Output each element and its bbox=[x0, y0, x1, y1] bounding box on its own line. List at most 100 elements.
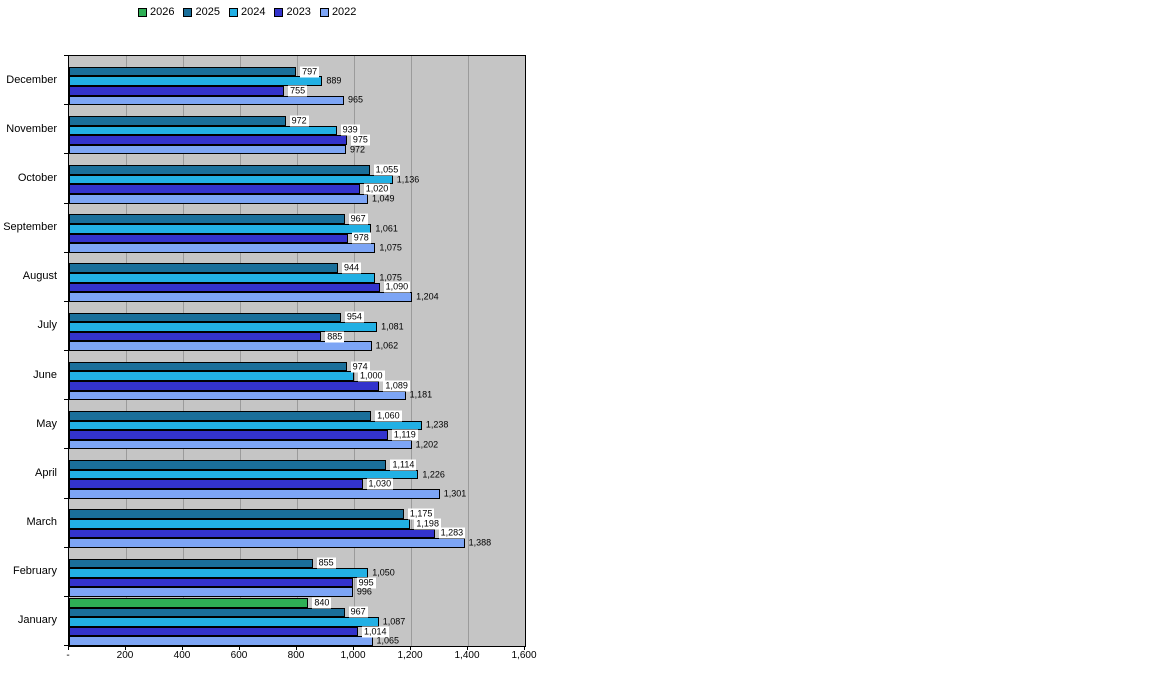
bar-label: 1,075 bbox=[379, 242, 402, 253]
x-axis-tick bbox=[68, 646, 69, 650]
y-axis-label-may: May bbox=[36, 417, 57, 430]
bar-label: 1,388 bbox=[468, 537, 492, 548]
bar-label: 885 bbox=[325, 331, 345, 343]
bar-november-2023: 975 bbox=[69, 134, 370, 146]
y-axis-tick bbox=[64, 399, 68, 401]
legend-label: 2025 bbox=[195, 6, 220, 18]
bar-label: 939 bbox=[340, 124, 360, 136]
y-axis-label-november: November bbox=[6, 122, 57, 135]
bar-february-2024: 1,050 bbox=[69, 567, 395, 578]
bar-november-2022: 972 bbox=[69, 144, 365, 155]
legend: 2026 2025 2024 2023 2022 bbox=[138, 6, 356, 18]
y-axis-tick bbox=[64, 104, 68, 106]
bar-may-2024: 1,238 bbox=[69, 420, 448, 431]
bar-april-2024: 1,226 bbox=[69, 469, 445, 480]
bar-label: 1,283 bbox=[438, 527, 466, 539]
bar-june-2022: 1,181 bbox=[69, 390, 432, 401]
month-row-february: 855 1,050 995 996 bbox=[69, 548, 525, 597]
y-axis: December November October September August Ju… bbox=[0, 55, 62, 645]
bar-rows: 797 889 755 965 972 939 975 972 1,055 1,136 1,020 1… bbox=[69, 56, 525, 647]
bar-label: 1,062 bbox=[375, 340, 399, 351]
y-axis-tick bbox=[64, 645, 68, 646]
x-axis-label: 1,400 bbox=[454, 650, 480, 661]
bar-label: 1,136 bbox=[396, 174, 420, 185]
bar-january-2026: 840 bbox=[69, 597, 332, 609]
x-axis-tick bbox=[239, 646, 240, 650]
legend-swatch-icon bbox=[228, 7, 238, 17]
bar-label: 797 bbox=[300, 66, 320, 78]
y-axis-label-february: February bbox=[12, 565, 57, 578]
bar-label: 1,049 bbox=[371, 193, 395, 204]
bar-december-2023: 755 bbox=[69, 85, 308, 97]
bar-label: 855 bbox=[316, 557, 336, 569]
bar-label: 755 bbox=[288, 85, 308, 97]
bar-february-2022: 996 bbox=[69, 587, 372, 597]
y-axis-tick bbox=[64, 153, 68, 155]
legend-label: 2026 bbox=[150, 6, 175, 18]
legend-item-2022: 2022 bbox=[319, 6, 357, 18]
bar-label: 1,301 bbox=[443, 488, 467, 499]
y-axis-label-july: July bbox=[37, 319, 57, 332]
bar-label: 1,061 bbox=[375, 223, 398, 234]
bar-april-2022: 1,301 bbox=[69, 488, 466, 499]
month-row-october: 1,055 1,136 1,020 1,049 bbox=[69, 154, 525, 204]
bar-label: 974 bbox=[350, 361, 370, 373]
bar-december-2024: 889 bbox=[69, 76, 341, 86]
x-axis-tick bbox=[410, 646, 411, 650]
bar-january-2024: 1,087 bbox=[69, 617, 405, 627]
bar-label: 1,055 bbox=[373, 164, 401, 176]
y-axis-label-august: August bbox=[22, 270, 57, 283]
bar-april-2025: 1,114 bbox=[69, 459, 417, 471]
bar-september-2022: 1,075 bbox=[69, 242, 402, 253]
x-axis-tick bbox=[353, 646, 354, 650]
bar-may-2023: 1,119 bbox=[69, 429, 418, 441]
bar-label: 995 bbox=[356, 577, 376, 588]
bar-august-2023: 1,090 bbox=[69, 281, 411, 293]
legend-swatch-icon bbox=[274, 7, 284, 17]
y-axis-tick bbox=[64, 55, 68, 56]
bar-label: 1,204 bbox=[416, 291, 439, 302]
bar-label: 1,226 bbox=[422, 469, 445, 480]
bar-october-2025: 1,055 bbox=[69, 164, 401, 176]
bar-label: 1,081 bbox=[381, 321, 404, 332]
bar-september-2024: 1,061 bbox=[69, 223, 398, 234]
y-axis-label-march: March bbox=[26, 516, 57, 529]
bar-label: 1,065 bbox=[376, 635, 400, 646]
bar-label: 1,000 bbox=[358, 370, 385, 382]
legend-label: 2023 bbox=[286, 6, 311, 18]
bar-label: 1,119 bbox=[391, 429, 418, 441]
bar-june-2023: 1,089 bbox=[69, 380, 410, 392]
bar-march-2023: 1,283 bbox=[69, 527, 466, 539]
bar-label: 954 bbox=[344, 311, 364, 323]
bar-label: 1,014 bbox=[361, 626, 389, 638]
bar-december-2025: 797 bbox=[69, 66, 320, 78]
month-row-may: 1,060 1,238 1,119 1,202 bbox=[69, 400, 525, 450]
bar-january-2023: 1,014 bbox=[69, 626, 389, 638]
bar-june-2025: 974 bbox=[69, 361, 370, 373]
month-row-september: 967 1,061 978 1,075 bbox=[69, 204, 525, 253]
month-row-july: 954 1,081 885 1,062 bbox=[69, 302, 525, 352]
y-axis-tick bbox=[64, 300, 68, 302]
legend-label: 2022 bbox=[331, 6, 357, 18]
y-axis-label-october: October bbox=[17, 171, 57, 184]
bar-august-2022: 1,204 bbox=[69, 292, 439, 302]
y-axis-tick bbox=[64, 251, 68, 253]
x-axis-tick bbox=[125, 646, 126, 650]
bar-label: 1,175 bbox=[407, 508, 435, 520]
bar-label: 996 bbox=[356, 586, 372, 597]
y-axis-label-september: September bbox=[3, 221, 57, 234]
bar-february-2025: 855 bbox=[69, 557, 336, 569]
month-row-march: 1,175 1,198 1,283 1,388 bbox=[69, 499, 525, 548]
month-row-april: 1,114 1,226 1,030 1,301 bbox=[69, 449, 525, 499]
x-axis: - 200 400 600 800 1,000 1,200 1,400 1,600 bbox=[0, 650, 600, 664]
bar-label: 972 bbox=[350, 144, 366, 155]
bar-label: 1,050 bbox=[372, 567, 395, 578]
bar-label: 967 bbox=[348, 606, 368, 618]
month-row-december: 797 889 755 965 bbox=[69, 56, 525, 106]
legend-swatch-icon bbox=[319, 7, 329, 17]
bar-label: 1,238 bbox=[425, 419, 449, 430]
legend-swatch-icon bbox=[138, 7, 147, 17]
bar-label: 972 bbox=[289, 115, 309, 127]
bar-october-2022: 1,049 bbox=[69, 193, 394, 204]
bar-august-2024: 1,075 bbox=[69, 272, 402, 283]
